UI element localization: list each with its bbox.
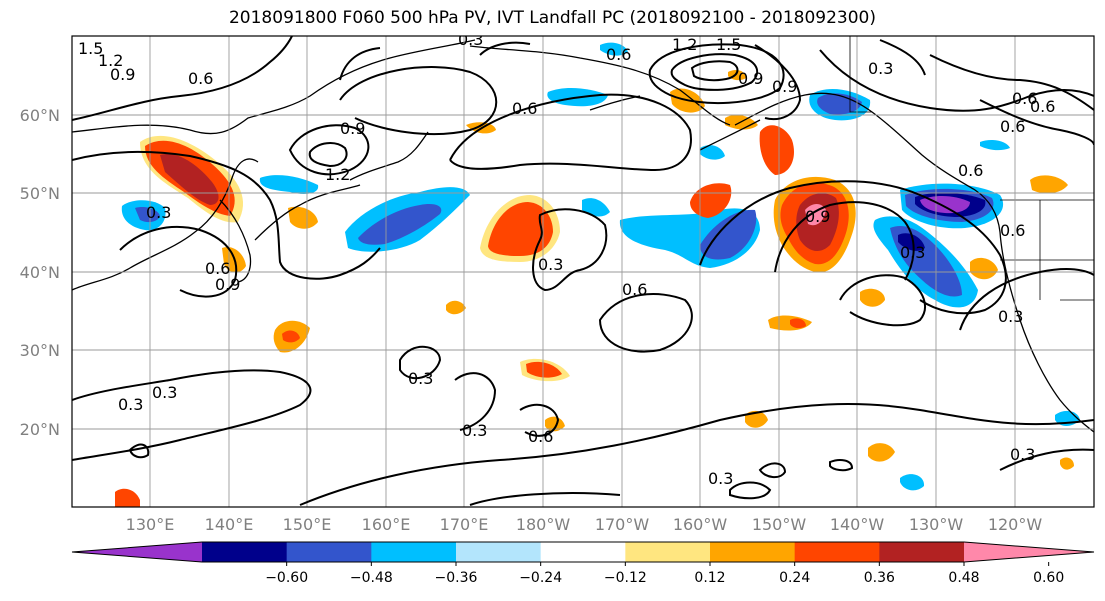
colorbar-tick-label: 0.48: [948, 570, 979, 586]
colorbar-tick-label: −0.36: [435, 570, 478, 586]
colorbar: −0.60 −0.48 −0.36 −0.24 −0.12 0.12 0.24 0.36 0.4…: [71, 541, 1095, 586]
lon-label: 170°E: [440, 515, 489, 534]
contour-label: 0.6: [958, 161, 983, 180]
contour-label: 0.6: [1012, 89, 1037, 108]
colorbar-segment: [456, 542, 542, 562]
contour-label: 0.3: [1010, 445, 1035, 464]
contour-label: 0.9: [110, 65, 135, 84]
colorbar-segment: [794, 542, 880, 562]
contour-label: 1.2: [672, 35, 697, 54]
lon-label: 150°E: [283, 515, 332, 534]
colorbar-segment: [202, 542, 288, 562]
colorbar-tick-label: −0.24: [519, 570, 562, 586]
colorbar-tick-label: −0.60: [265, 570, 308, 586]
contour-label: 0.3: [708, 469, 733, 488]
colorbar-tick-label: −0.12: [604, 570, 647, 586]
map-frame: [71, 35, 1095, 508]
colorbar-segment: [540, 542, 626, 562]
lon-label: 140°W: [830, 515, 885, 534]
contour-label: 1.5: [716, 35, 741, 54]
contour-label: 0.3: [146, 203, 171, 222]
colorbar-tick-label: 0.24: [779, 570, 810, 586]
contour-label: 1.2: [98, 51, 123, 70]
lat-label: 60°N: [20, 106, 60, 125]
colorbar-segment: [625, 542, 711, 562]
colorbar-segment: [371, 542, 457, 562]
contour-label: 0.3: [462, 421, 487, 440]
lon-label: 120°W: [988, 515, 1043, 534]
lon-label: 150°W: [752, 515, 807, 534]
colorbar-segment: [710, 542, 796, 562]
contour-labels: 1.5 1.2 0.9 0.6 0.3 0.9 1.2 0.6 0.9 0.3 …: [78, 30, 1055, 488]
graticule: [72, 36, 1094, 507]
contour-label: 1.2: [325, 165, 350, 184]
lon-label: 130°E: [126, 515, 175, 534]
map-title: 2018091800 F060 500 hPa PV, IVT Landfall…: [228, 8, 876, 28]
lon-label: 180°W: [516, 515, 571, 534]
contour-label: 0.6: [188, 69, 213, 88]
colorbar-outline: [71, 541, 1095, 563]
colorbar-segment: [286, 542, 372, 562]
contour-label: 0.3: [900, 243, 925, 262]
lon-label: 130°W: [909, 515, 964, 534]
colorbar-tick-label: −0.48: [350, 570, 393, 586]
colorbar-segment: [879, 542, 965, 562]
lon-label: 160°W: [673, 515, 728, 534]
colorbar-extend-low: [72, 542, 202, 562]
contour-label: 0.3: [868, 59, 893, 78]
lon-label: 170°W: [595, 515, 650, 534]
ivt-contours: [72, 36, 1094, 506]
contour-label: 0.6: [606, 45, 631, 64]
pv-shading: [115, 42, 1080, 507]
lat-label: 30°N: [20, 341, 60, 360]
lon-label: 160°E: [362, 515, 411, 534]
contour-label: 0.3: [998, 307, 1023, 326]
lat-labels: 60°N 50°N 40°N 30°N 20°N: [20, 106, 60, 439]
contour-label: 0.6: [1000, 221, 1025, 240]
lon-label: 140°E: [205, 515, 254, 534]
contour-label: 0.3: [458, 30, 483, 49]
lat-label: 50°N: [20, 184, 60, 203]
borders: [849, 36, 1094, 301]
coastlines: [72, 39, 1094, 433]
lon-labels: 130°E 140°E 150°E 160°E 170°E 180°W 170°…: [126, 515, 1043, 534]
contour-label: 0.6: [205, 259, 230, 278]
contour-label: 0.9: [772, 77, 797, 96]
colorbar-tick-label: 0.60: [1033, 570, 1064, 586]
contour-label: 0.6: [1000, 117, 1025, 136]
contour-label: 0.6: [528, 427, 553, 446]
contour-label: 0.9: [805, 207, 830, 226]
contour-label: 0.6: [512, 99, 537, 118]
contour-label: 0.6: [622, 280, 647, 299]
colorbar-tick-label: 0.36: [864, 570, 895, 586]
contour-label: 0.3: [408, 369, 433, 388]
contour-label: 1.5: [78, 39, 103, 58]
contour-label: 0.3: [118, 395, 143, 414]
contour-label: 0.3: [152, 383, 177, 402]
colorbar-tick-label: 0.12: [694, 570, 725, 586]
contour-label: 0.9: [738, 69, 763, 88]
colorbar-extend-high: [964, 542, 1094, 562]
contour-label: 0.9: [215, 275, 240, 294]
contour-label: 0.6: [1030, 97, 1055, 116]
lat-label: 40°N: [20, 263, 60, 282]
lat-label: 20°N: [20, 420, 60, 439]
contour-label: 0.9: [340, 119, 365, 138]
contour-label: 0.3: [538, 255, 563, 274]
